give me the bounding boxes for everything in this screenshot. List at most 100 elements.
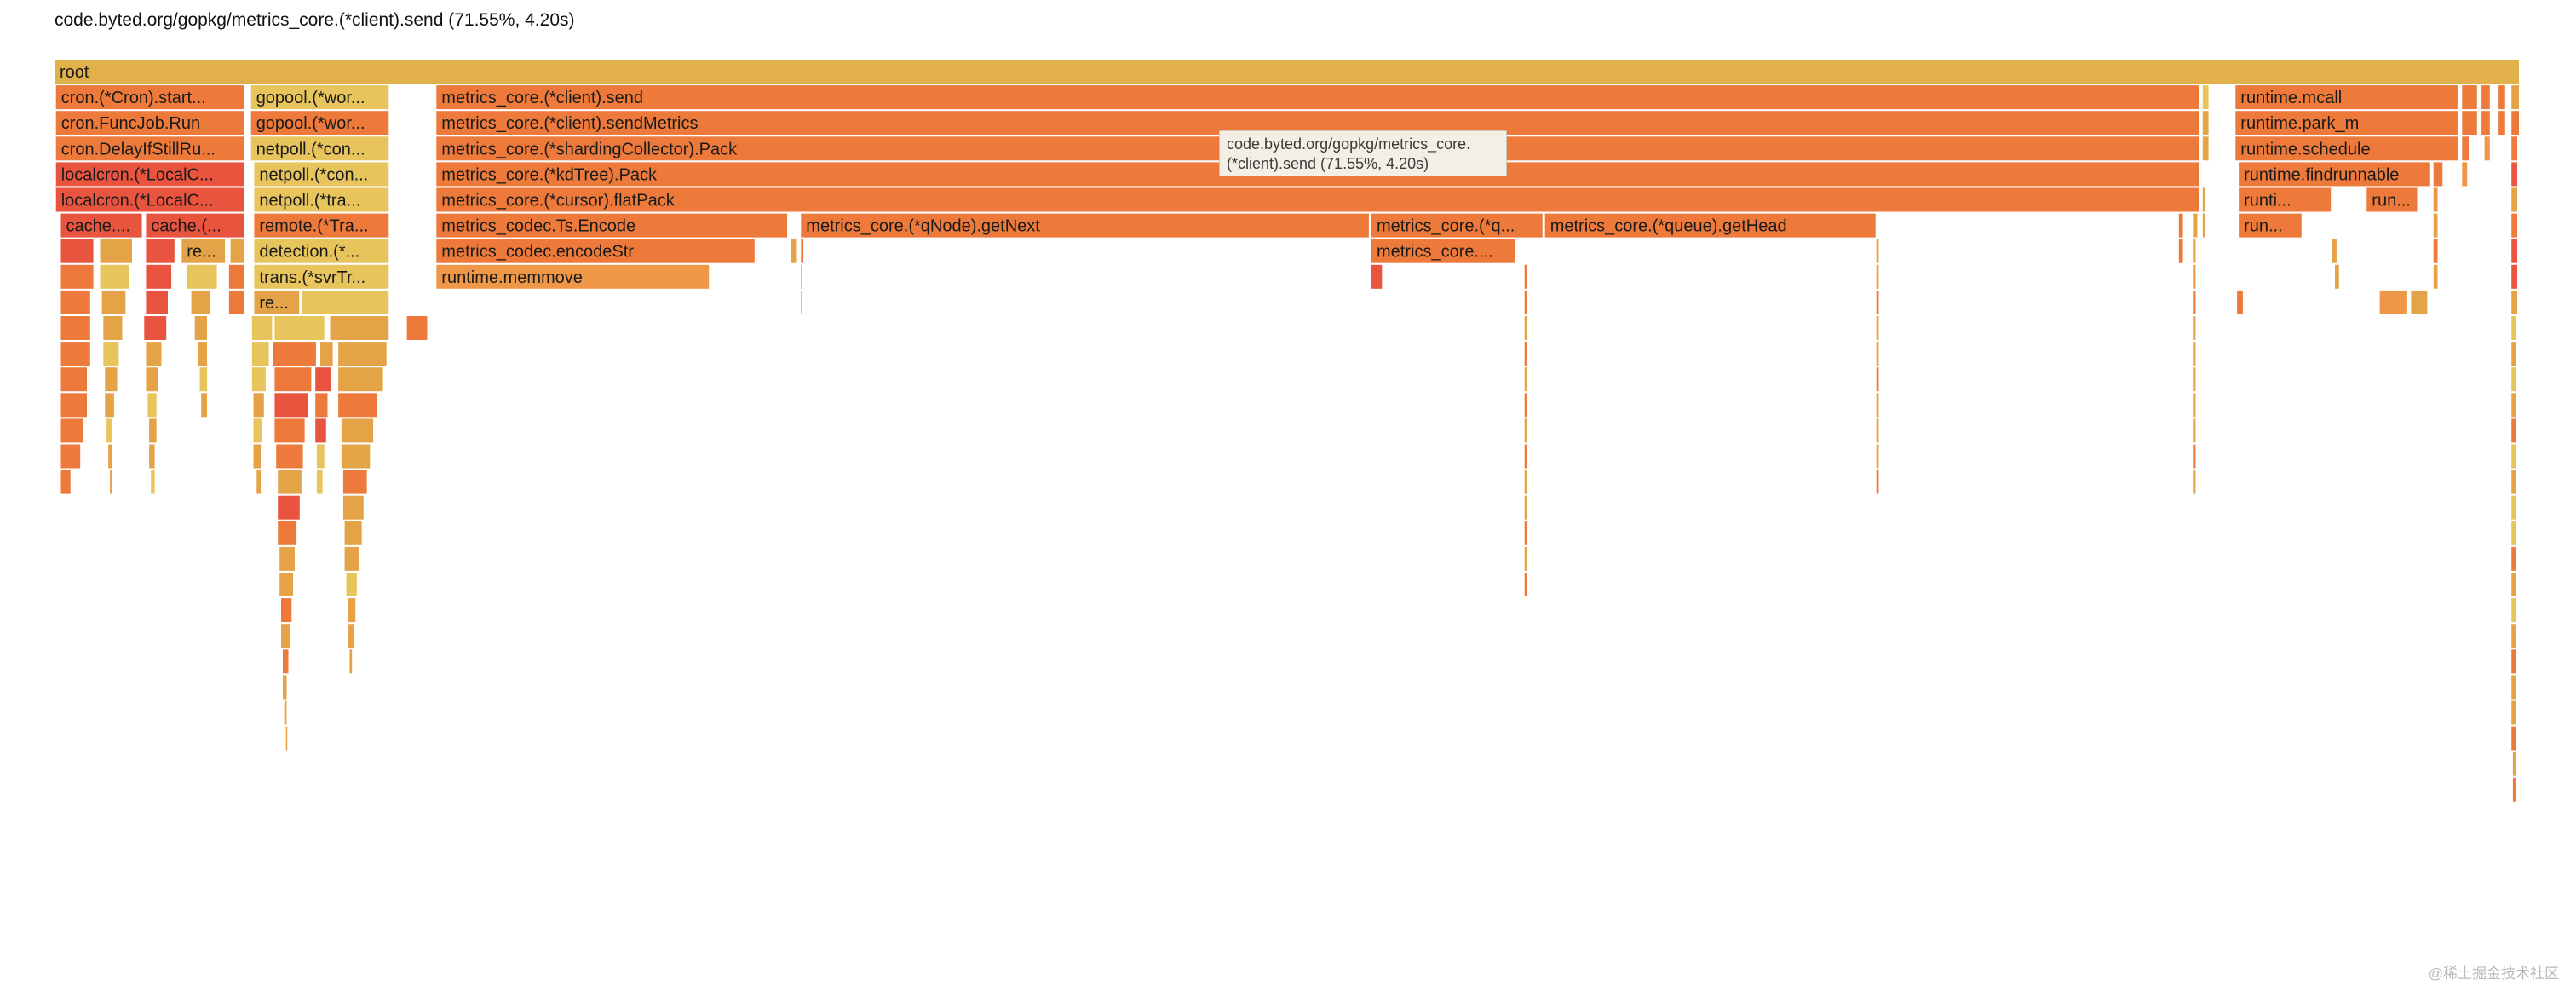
frame-bar[interactable] bbox=[2235, 136, 2458, 161]
flame-frame-unlabeled[interactable] bbox=[2484, 136, 2490, 161]
flame-frame-unlabeled[interactable] bbox=[2511, 598, 2516, 623]
flame-frame-unlabeled[interactable] bbox=[2193, 367, 2196, 392]
frame-bar[interactable] bbox=[146, 290, 168, 314]
flame-frame-unlabeled[interactable] bbox=[2511, 675, 2516, 700]
frame-bar[interactable] bbox=[2511, 470, 2516, 494]
flame-frame-unlabeled[interactable] bbox=[60, 444, 81, 469]
flame-frame-unlabeled[interactable] bbox=[106, 418, 112, 443]
flame-frame-unlabeled[interactable] bbox=[198, 342, 207, 366]
frame-bar[interactable] bbox=[284, 700, 287, 725]
flame-frame-unlabeled[interactable] bbox=[1876, 264, 1879, 289]
frame-bar[interactable] bbox=[2193, 316, 2196, 340]
flame-frame-unlabeled[interactable] bbox=[302, 290, 389, 314]
flame-frame-unlabeled[interactable] bbox=[228, 290, 244, 314]
flame-frame-unlabeled[interactable] bbox=[2511, 444, 2516, 469]
frame-bar[interactable] bbox=[273, 342, 316, 366]
frame-bar[interactable] bbox=[274, 418, 305, 443]
flame-frame-unlabeled[interactable] bbox=[2511, 649, 2516, 674]
flame-frame-unlabeled[interactable] bbox=[284, 700, 287, 725]
frame-bar[interactable] bbox=[2433, 264, 2438, 289]
flame-frame-unlabeled[interactable] bbox=[146, 367, 158, 392]
frame-bar[interactable] bbox=[2193, 367, 2196, 392]
flame-frame-unlabeled[interactable] bbox=[2193, 239, 2196, 263]
frame-bar[interactable] bbox=[1876, 239, 1879, 263]
frame-bar[interactable] bbox=[2193, 418, 2196, 443]
flame-frame[interactable]: run... bbox=[2366, 187, 2418, 212]
frame-bar[interactable] bbox=[279, 546, 295, 571]
flame-frame-unlabeled[interactable] bbox=[146, 239, 175, 263]
flame-frame-unlabeled[interactable] bbox=[1524, 546, 1527, 571]
flame-frame-unlabeled[interactable] bbox=[278, 470, 302, 494]
flame-frame-unlabeled[interactable] bbox=[1524, 367, 1527, 392]
flame-frame-unlabeled[interactable] bbox=[342, 495, 364, 520]
frame-bar[interactable] bbox=[2462, 111, 2477, 135]
flame-frame[interactable]: netpoll.(*tra... bbox=[254, 187, 389, 212]
frame-bar[interactable] bbox=[146, 367, 158, 392]
frame-bar[interactable] bbox=[348, 598, 356, 623]
frame-bar[interactable] bbox=[146, 342, 162, 366]
flame-frame-unlabeled[interactable] bbox=[105, 367, 118, 392]
flame-frame-unlabeled[interactable] bbox=[2511, 367, 2516, 392]
frame-bar[interactable] bbox=[320, 342, 333, 366]
frame-bar[interactable] bbox=[274, 393, 308, 418]
frame-bar[interactable] bbox=[191, 290, 210, 314]
frame-bar[interactable] bbox=[251, 342, 269, 366]
frame-bar[interactable] bbox=[1524, 470, 1527, 494]
frame-bar[interactable] bbox=[801, 264, 802, 289]
frame-bar[interactable] bbox=[2484, 136, 2490, 161]
flame-frame-unlabeled[interactable] bbox=[228, 264, 244, 289]
flame-frame-unlabeled[interactable] bbox=[2511, 162, 2517, 187]
frame-bar[interactable] bbox=[2511, 393, 2516, 418]
frame-bar[interactable] bbox=[147, 393, 157, 418]
frame-bar[interactable] bbox=[55, 136, 244, 161]
frame-bar[interactable] bbox=[1876, 470, 1879, 494]
frame-bar[interactable] bbox=[2202, 213, 2205, 238]
frame-bar[interactable] bbox=[2462, 85, 2477, 110]
frame-bar[interactable] bbox=[1524, 342, 1527, 366]
flame-frame-unlabeled[interactable] bbox=[2433, 213, 2438, 238]
frame-bar[interactable] bbox=[344, 521, 362, 545]
flame-frame-unlabeled[interactable] bbox=[1524, 264, 1527, 289]
flame-frame[interactable]: metrics_core.(*cursor).flatPack bbox=[436, 187, 2199, 212]
flame-frame-unlabeled[interactable] bbox=[348, 598, 356, 623]
flame-frame[interactable]: metrics_core.(*queue).getHead bbox=[1544, 213, 1876, 238]
frame-bar[interactable] bbox=[283, 649, 289, 674]
flame-frame[interactable]: gopool.(*wor... bbox=[250, 85, 389, 110]
frame-bar[interactable] bbox=[2511, 239, 2517, 263]
frame-bar[interactable] bbox=[2202, 111, 2209, 135]
frame-bar[interactable] bbox=[281, 598, 292, 623]
flame-frame-unlabeled[interactable] bbox=[2193, 444, 2196, 469]
flame-frame-unlabeled[interactable] bbox=[279, 546, 295, 571]
flame-frame-unlabeled[interactable] bbox=[60, 418, 84, 443]
frame-bar[interactable] bbox=[55, 187, 244, 212]
frame-bar[interactable] bbox=[60, 213, 142, 238]
frame-bar[interactable] bbox=[151, 470, 155, 494]
flame-frame-unlabeled[interactable] bbox=[2335, 264, 2339, 289]
frame-bar[interactable] bbox=[2511, 546, 2516, 571]
frame-bar[interactable] bbox=[60, 316, 90, 340]
flame-frame[interactable]: localcron.(*LocalC... bbox=[55, 187, 244, 212]
frame-bar[interactable] bbox=[1524, 418, 1527, 443]
frame-bar[interactable] bbox=[230, 239, 244, 263]
flame-frame-unlabeled[interactable] bbox=[320, 342, 333, 366]
flame-frame-unlabeled[interactable] bbox=[2193, 264, 2196, 289]
flame-frame-unlabeled[interactable] bbox=[149, 418, 157, 443]
flame-frame-unlabeled[interactable] bbox=[315, 367, 331, 392]
flame-frame-unlabeled[interactable] bbox=[2433, 187, 2438, 212]
flame-frame-unlabeled[interactable] bbox=[2511, 573, 2516, 596]
frame-bar[interactable] bbox=[1876, 342, 1879, 366]
flame-frame-unlabeled[interactable] bbox=[801, 290, 802, 314]
flame-frame-unlabeled[interactable] bbox=[2511, 85, 2519, 110]
flame-frame-unlabeled[interactable] bbox=[251, 316, 273, 340]
flame-frame-unlabeled[interactable] bbox=[344, 546, 359, 571]
frame-bar[interactable] bbox=[2237, 290, 2243, 314]
flame-frame-unlabeled[interactable] bbox=[2433, 264, 2438, 289]
flame-frame-unlabeled[interactable] bbox=[2193, 418, 2196, 443]
frame-bar[interactable] bbox=[2511, 111, 2519, 135]
flame-frame-unlabeled[interactable] bbox=[60, 470, 71, 494]
frame-bar[interactable] bbox=[2511, 675, 2516, 700]
flame-frame[interactable]: trans.(*svrTr... bbox=[254, 264, 389, 289]
flame-frame[interactable]: gopool.(*wor... bbox=[250, 111, 389, 135]
frame-bar[interactable] bbox=[2193, 213, 2198, 238]
frame-bar[interactable] bbox=[2202, 187, 2205, 212]
